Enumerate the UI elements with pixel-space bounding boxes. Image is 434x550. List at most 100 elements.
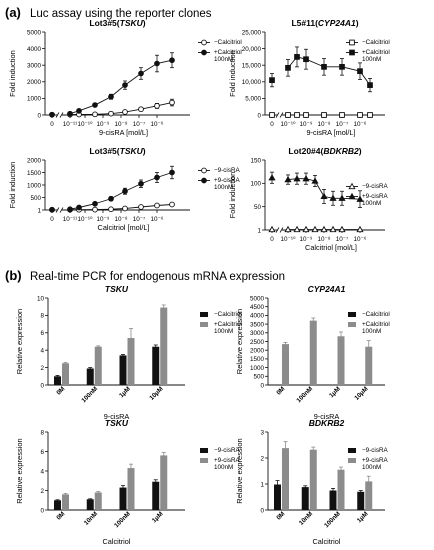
legend-label-line2: 100nM xyxy=(214,184,233,191)
y-tick-label: 1500 xyxy=(27,170,42,177)
data-point xyxy=(356,195,364,202)
legend-swatch xyxy=(200,448,208,453)
axis-break xyxy=(59,207,64,213)
data-point xyxy=(293,174,301,182)
bar xyxy=(365,481,373,510)
y-tick-label: 2000 xyxy=(250,348,265,355)
y-tick-label: 4000 xyxy=(27,46,42,53)
data-point xyxy=(269,112,275,118)
data-point xyxy=(49,111,55,118)
y-tick-label: 0 xyxy=(260,382,264,389)
chart-title-prefix: Lot3#5( xyxy=(89,146,119,156)
data-point xyxy=(293,225,301,233)
legend-label: −Calcitriol xyxy=(214,311,242,318)
y-tick-label: 1000 xyxy=(27,96,42,103)
x-tick-label: 0M xyxy=(275,510,286,521)
axis-break xyxy=(275,227,280,233)
data-point xyxy=(169,57,175,64)
x-tick-label: 0 xyxy=(270,121,274,128)
chart-panel-1: Lot3#5(TSKU) 0 1000 2000 3000 4000 5000 Fold in… xyxy=(8,18,242,137)
x-tick-label: 0M xyxy=(55,510,66,521)
x-tick-label: 1μM xyxy=(328,385,342,399)
bar xyxy=(274,484,281,510)
x-tick-label: 10μM xyxy=(148,385,164,401)
bar xyxy=(62,363,69,385)
data-point xyxy=(339,64,345,70)
legend-label: +9-cisRA xyxy=(362,457,389,464)
chart-title-prefix: Lot20#4( xyxy=(288,146,323,156)
section-letter-a: (a) xyxy=(5,5,21,20)
legend-entry: −Calcitriol xyxy=(200,311,242,318)
data-point xyxy=(201,177,207,184)
bar xyxy=(160,455,168,510)
data-point xyxy=(108,93,114,100)
axis-break xyxy=(279,227,284,233)
data-point xyxy=(320,225,328,233)
y-tick-label: 1000 xyxy=(250,365,265,372)
y-tick-label: 4000 xyxy=(250,313,265,320)
data-point xyxy=(329,194,337,201)
chart-title: TSKU xyxy=(105,418,129,428)
bar xyxy=(337,469,345,510)
chart-title: TSKU xyxy=(105,284,129,294)
legend-swatch xyxy=(200,458,208,463)
data-point xyxy=(201,49,207,56)
data-point xyxy=(284,225,292,233)
x-tick-label: 10⁻⁸ xyxy=(318,121,331,128)
legend-entry: −Calcitriol xyxy=(198,39,242,46)
data-point xyxy=(122,82,128,88)
data-point xyxy=(92,200,98,207)
x-axis-label: Calcitriol [mol/L] xyxy=(305,243,357,252)
x-tick-label: 10nM xyxy=(298,510,314,526)
x-tick-label: 100nM xyxy=(80,385,99,404)
x-tick-label: 10⁻⁹ xyxy=(96,216,109,223)
data-point xyxy=(67,110,73,117)
y-tick-label: 500 xyxy=(253,374,264,381)
y-tick-label: 2500 xyxy=(250,339,265,346)
x-tick-label: 0M xyxy=(275,385,286,396)
y-tick-label: 5000 xyxy=(250,295,265,302)
chart-panel-2: L5#11(CYP24A1) 0 5,000 10,000 15,000 20,000 25… xyxy=(228,18,390,137)
data-point xyxy=(92,206,98,213)
bar xyxy=(127,468,135,510)
legend-label: −Calcitriol xyxy=(214,39,242,46)
chart-title-gene: CYP24A1 xyxy=(318,18,356,28)
bar xyxy=(309,320,317,385)
legend-label-line2: 100nM xyxy=(362,56,381,63)
legend-label-line2: 100nM xyxy=(362,464,381,471)
data-point xyxy=(311,225,319,233)
y-tick-label: 0 xyxy=(40,382,44,389)
data-point xyxy=(329,225,337,233)
x-tick-label: 0M xyxy=(55,385,66,396)
data-point xyxy=(285,65,291,71)
y-tick-label: 3 xyxy=(260,429,264,436)
bar xyxy=(119,487,127,510)
y-tick-label: 0 xyxy=(257,112,261,119)
data-point xyxy=(138,70,144,77)
axis-break xyxy=(59,112,64,118)
section-heading-a: Luc assay using the reporter clones xyxy=(30,8,212,20)
y-tick-label: 3000 xyxy=(27,63,42,70)
legend-label-line2: 100nM xyxy=(214,464,233,471)
y-tick-label: 100 xyxy=(250,181,261,188)
y-tick-label: 0 xyxy=(37,112,41,119)
y-axis-label: Fold induction xyxy=(228,172,237,219)
data-point xyxy=(67,206,73,213)
y-axis-label: Fold induction xyxy=(8,162,17,209)
y-tick-label: 50 xyxy=(254,204,262,211)
y-tick-label: 2000 xyxy=(27,157,42,164)
data-point xyxy=(108,195,114,202)
y-axis-label: Relative expression xyxy=(235,438,244,503)
chart-title-suffix: ) xyxy=(359,146,362,156)
x-tick-label: 10⁻⁷ xyxy=(336,121,349,128)
bar xyxy=(62,494,69,510)
chart-title-gene: CYP24A1 xyxy=(308,284,346,294)
x-tick-label: 1μM xyxy=(118,385,132,399)
